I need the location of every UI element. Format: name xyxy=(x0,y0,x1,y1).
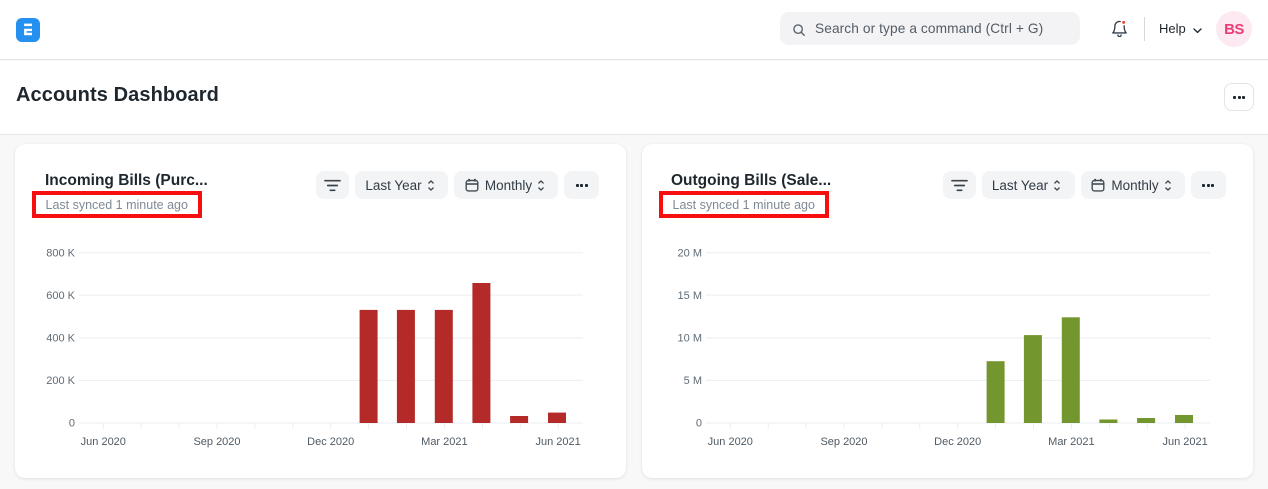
svg-text:Jun 2020: Jun 2020 xyxy=(81,436,126,448)
svg-text:10 M: 10 M xyxy=(678,333,702,345)
svg-text:15 M: 15 M xyxy=(678,290,702,302)
svg-text:Dec 2020: Dec 2020 xyxy=(934,436,981,448)
svg-text:0: 0 xyxy=(69,418,75,430)
svg-text:400 K: 400 K xyxy=(46,333,75,345)
svg-text:0: 0 xyxy=(696,418,702,430)
svg-text:Mar 2021: Mar 2021 xyxy=(1048,436,1094,448)
svg-text:Jun 2021: Jun 2021 xyxy=(535,436,580,448)
svg-text:Mar 2021: Mar 2021 xyxy=(421,436,467,448)
svg-text:20 M: 20 M xyxy=(678,248,702,260)
svg-text:Dec 2020: Dec 2020 xyxy=(307,436,354,448)
svg-text:Jun 2021: Jun 2021 xyxy=(1162,436,1207,448)
svg-text:Jun 2020: Jun 2020 xyxy=(708,436,753,448)
svg-text:5 M: 5 M xyxy=(684,375,702,387)
svg-text:Sep 2020: Sep 2020 xyxy=(193,436,240,448)
svg-text:Sep 2020: Sep 2020 xyxy=(820,436,867,448)
svg-text:800 K: 800 K xyxy=(46,248,75,260)
svg-text:600 K: 600 K xyxy=(46,290,75,302)
svg-text:200 K: 200 K xyxy=(46,375,75,387)
